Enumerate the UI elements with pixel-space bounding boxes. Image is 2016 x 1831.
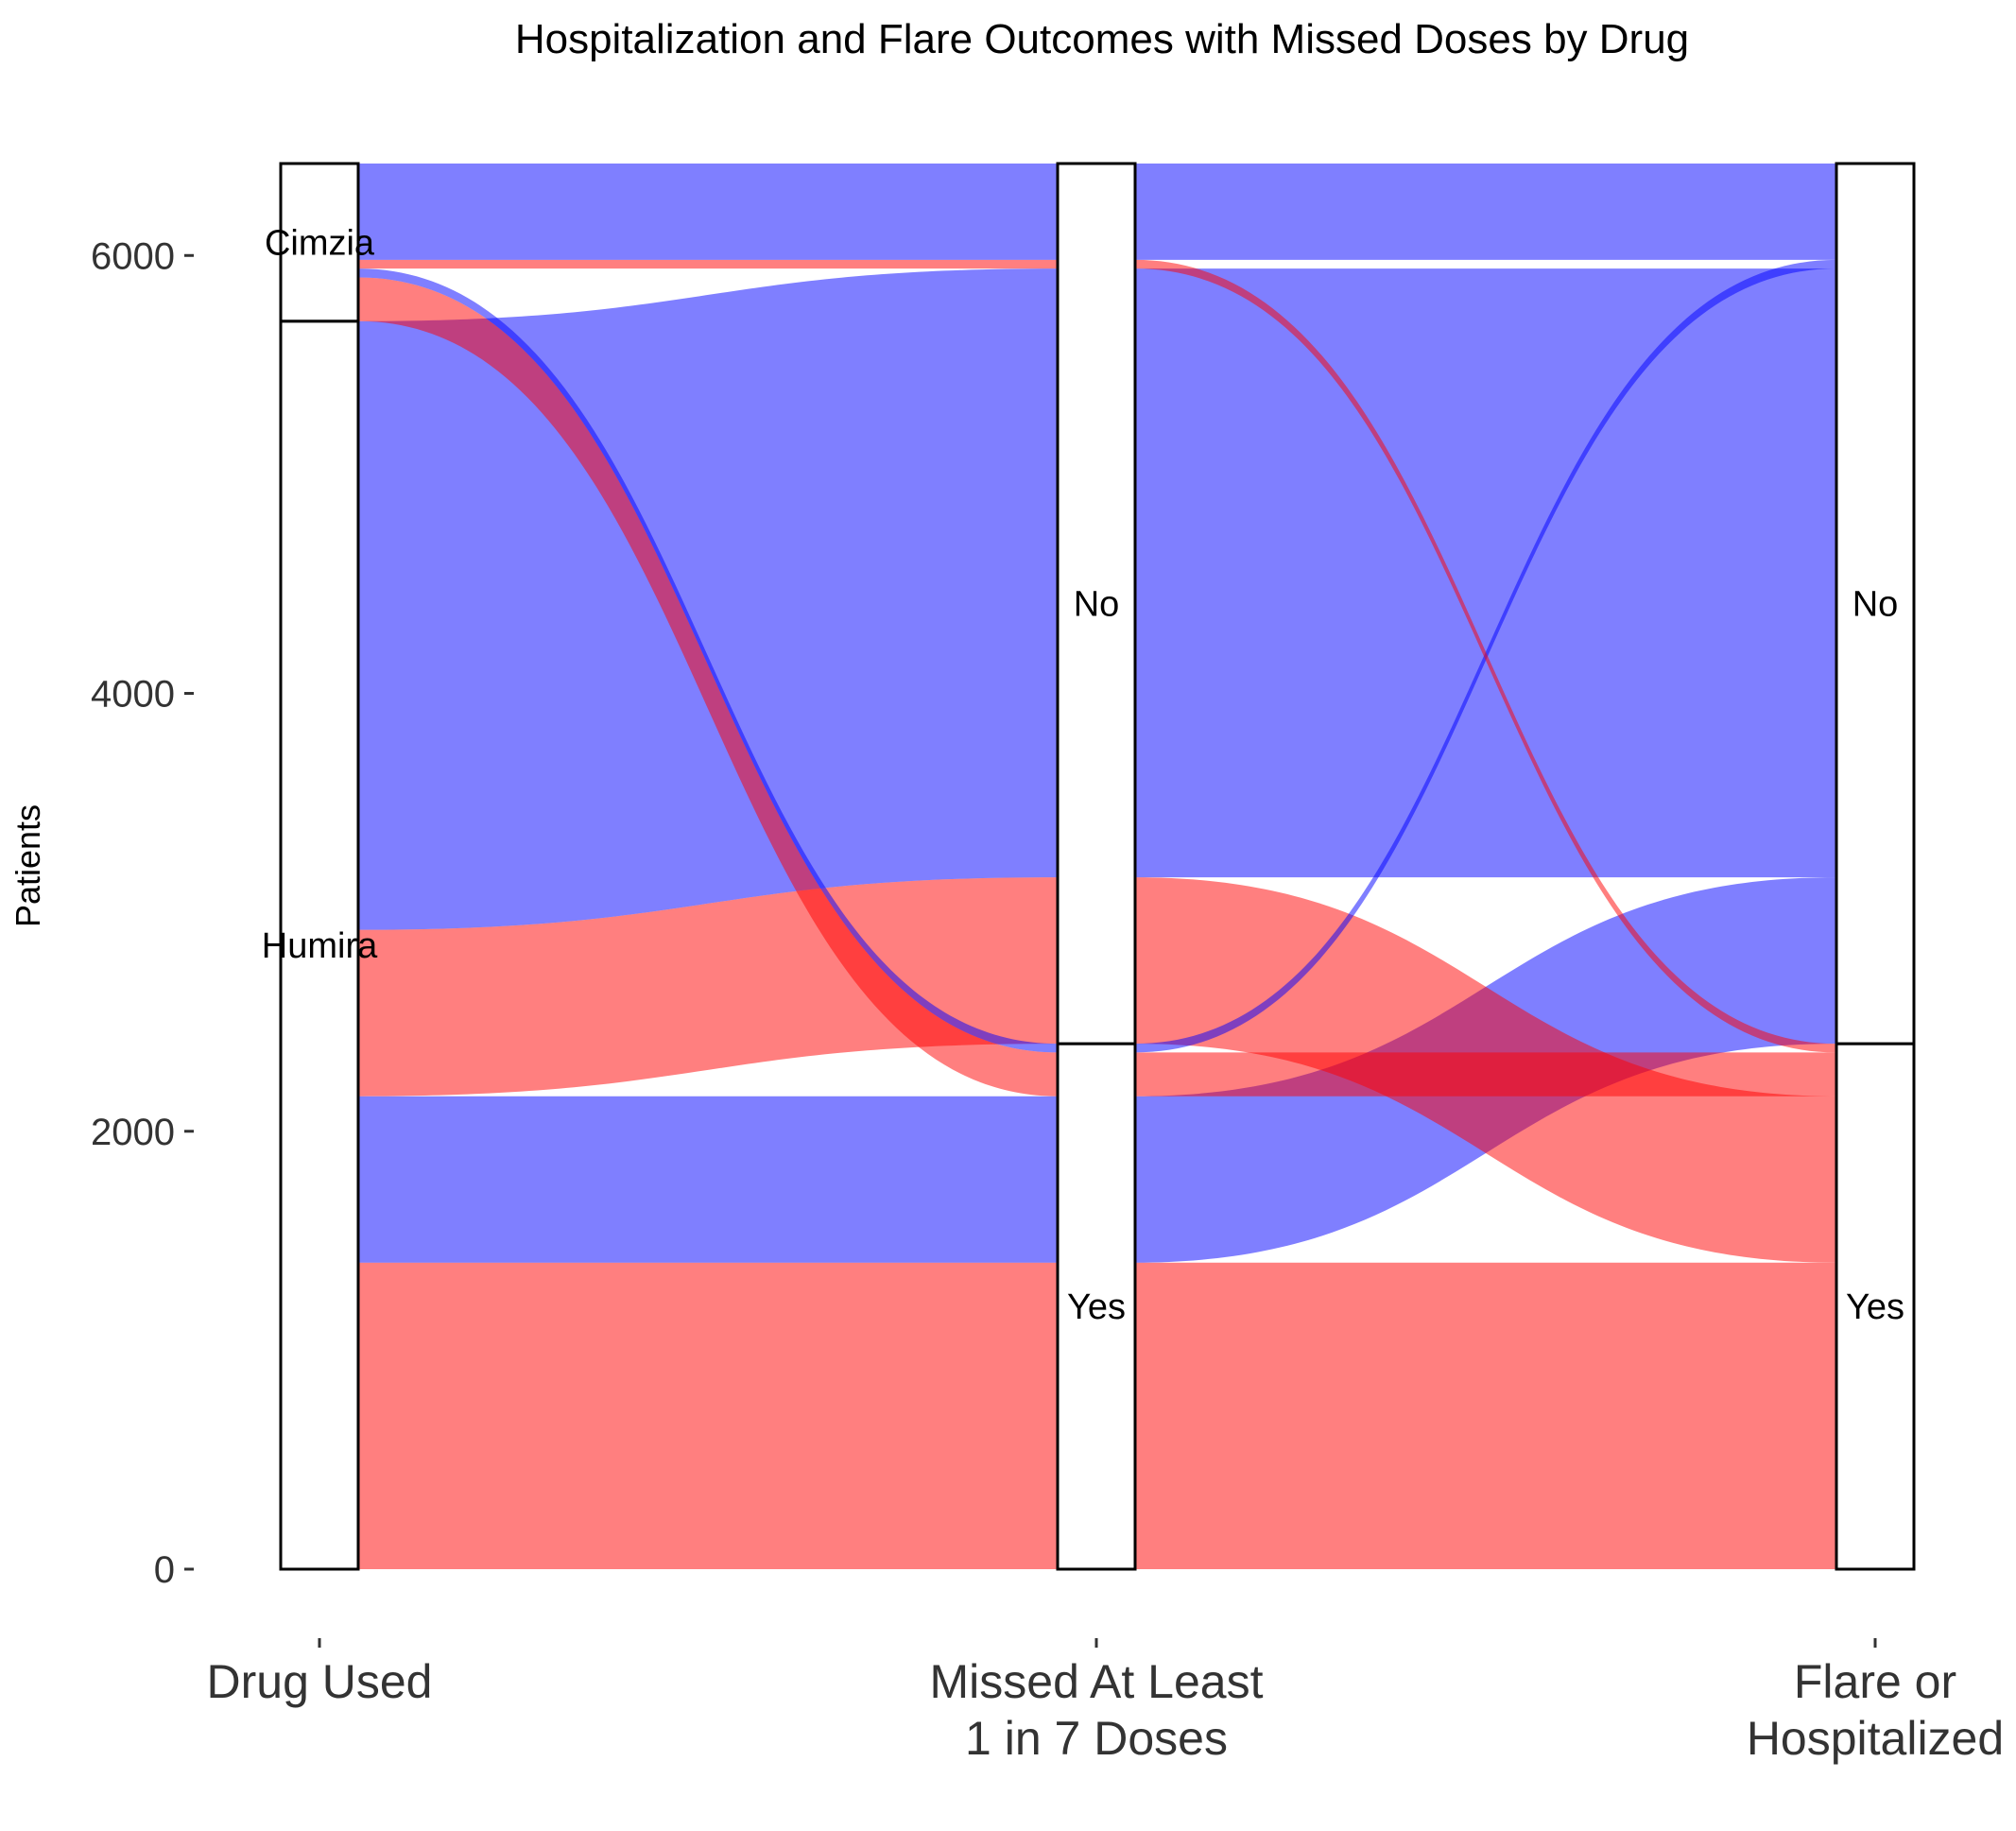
flow-band-cimzia-drug-to-missed (358, 259, 1058, 269)
y-tick-label: 6000 (91, 235, 175, 277)
flow-band-cimzia-drug-to-missed (358, 277, 1058, 1097)
flow-band-cimzia-missed-to-outcome (1135, 259, 1836, 1053)
y-axis-label: Patients (9, 804, 47, 927)
stratum-box (1056, 1042, 1137, 1571)
flow-band-cimzia-drug-to-missed (358, 164, 1058, 260)
stratum-label: Humira (262, 926, 378, 966)
flow-band-cimzia-missed-to-outcome (1135, 164, 1836, 260)
x-tick-label: Flare or (1794, 1655, 1956, 1708)
x-tick-label: 1 in 7 Doses (965, 1712, 1228, 1765)
chart-title: Hospitalization and Flare Outcomes with … (515, 16, 1689, 62)
flow-band-humira-drug-to-missed (358, 1262, 1058, 1569)
stratum-label: Yes (1067, 1287, 1126, 1327)
x-tick-label: Missed At Least (930, 1655, 1264, 1708)
x-tick-label: Hospitalized (1747, 1712, 2004, 1765)
stratum-box (1056, 162, 1137, 1045)
stratum-box (1835, 162, 1916, 1045)
y-tick-label: 2000 (91, 1112, 175, 1153)
stratum-label: Yes (1846, 1287, 1904, 1327)
stratum-label: Cimzia (265, 223, 375, 263)
stratum-box (279, 320, 360, 1571)
stratum-box (279, 162, 360, 323)
y-tick-label: 0 (154, 1549, 175, 1591)
flow-band-cimzia-drug-to-missed (358, 268, 1058, 1053)
y-axis: 0 2000 4000 6000 (91, 235, 194, 1591)
stratum-label: No (1074, 585, 1120, 625)
flow-band-humira-missed-to-outcome (1135, 268, 1836, 878)
flow-band-humira-drug-to-missed (358, 1096, 1058, 1263)
flow-band-humira-missed-to-outcome (1135, 1262, 1836, 1569)
x-tick-label: Drug Used (207, 1655, 433, 1708)
strata: Humira Cimzia Yes No Yes No (262, 162, 1916, 1571)
y-tick-label: 4000 (91, 674, 175, 716)
stratum-box (1835, 1042, 1916, 1571)
flow-band-humira-drug-to-missed (358, 877, 1058, 1097)
flow-band-humira-drug-to-missed (358, 268, 1058, 930)
stratum-label: No (1852, 585, 1899, 625)
alluvia (358, 164, 1836, 1569)
flow-band-cimzia-missed-to-outcome (1135, 1052, 1836, 1097)
